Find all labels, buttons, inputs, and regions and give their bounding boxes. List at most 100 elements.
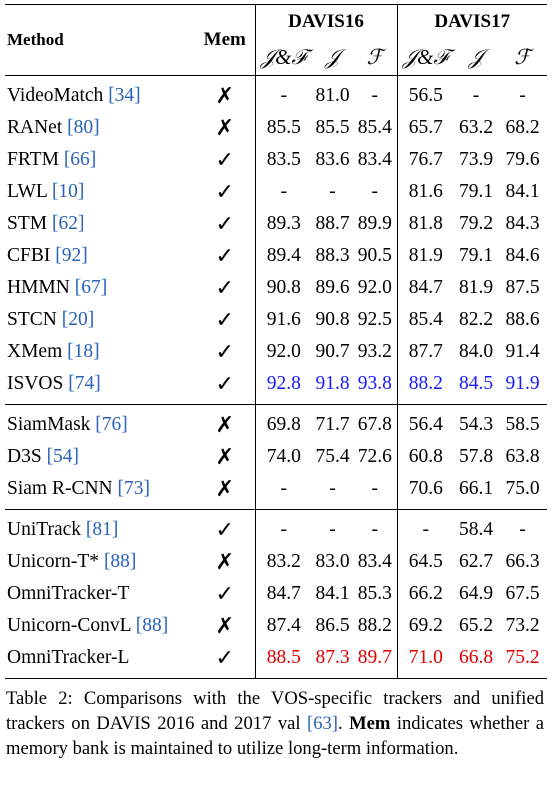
table-row: SiamMask [76] ✗ 69.8 71.7 67.8 56.4 54.3 58.5 bbox=[5, 404, 548, 441]
table-row: HMMN [67] ✓ 90.8 89.6 92.0 84.7 81.9 87.5 bbox=[5, 272, 547, 304]
header-davis17: DAVIS17 bbox=[397, 4, 548, 39]
d17-value-cell: 82.2 bbox=[458, 309, 494, 330]
d16-value-cell: - bbox=[329, 478, 336, 499]
d17-value-cell: 84.0 bbox=[458, 341, 494, 362]
d16-value-cell: 90.5 bbox=[353, 240, 398, 272]
d17-value-cell: 73.2 bbox=[505, 615, 540, 636]
mem-cell: ✗ bbox=[195, 610, 256, 642]
method-ref[interactable]: [81] bbox=[85, 519, 119, 540]
d17-value-cell: 84.6 bbox=[505, 245, 540, 266]
d16-value-cell: 88.7 bbox=[315, 213, 350, 234]
cross-icon: ✗ bbox=[215, 412, 234, 437]
d16-value-cell: 90.8 bbox=[315, 309, 350, 330]
d17-value-cell: 81.6 bbox=[408, 181, 443, 202]
d17-value-cell: 84.1 bbox=[505, 181, 540, 202]
table-row: UniTrack [81] ✓ - - - -58.4- bbox=[5, 509, 548, 546]
cross-icon: ✗ bbox=[215, 115, 234, 140]
d17-value-cell: 63.2 bbox=[458, 117, 494, 138]
d16-value-cell: 92.8 bbox=[266, 373, 301, 394]
method-cell: FRTM [66] bbox=[5, 144, 195, 176]
method-name: HMMN bbox=[7, 277, 75, 298]
method-name: CFBI bbox=[7, 245, 56, 266]
method-cell: VideoMatch [34] bbox=[5, 75, 195, 112]
d17-value-cell: - bbox=[498, 75, 548, 112]
d17-value-cell: 70.6 bbox=[408, 478, 443, 499]
method-name: Siam R-CNN bbox=[7, 478, 118, 499]
method-cell: OmniTracker-L bbox=[5, 642, 195, 679]
d17-value-cell: 79.2 bbox=[458, 213, 494, 234]
method-ref[interactable]: [80] bbox=[67, 117, 100, 138]
caption-middle: . bbox=[337, 713, 350, 734]
d16-value-cell: 81.0 bbox=[312, 75, 353, 112]
mem-cell: ✗ bbox=[195, 112, 256, 144]
mem-cell: ✗ bbox=[195, 404, 256, 441]
method-ref[interactable]: [74] bbox=[68, 373, 101, 394]
method-ref[interactable]: [73] bbox=[117, 478, 151, 499]
mem-cell: ✓ bbox=[195, 642, 256, 679]
method-cell: Siam R-CNN [73] bbox=[5, 473, 195, 510]
header-mem: Mem bbox=[195, 4, 256, 76]
d17-value-cell: - bbox=[498, 509, 548, 546]
header-d17-jf: 𝒥&ℱ bbox=[402, 44, 449, 69]
method-ref[interactable]: [76] bbox=[95, 414, 128, 435]
d16-value-cell: - bbox=[255, 75, 312, 112]
method-ref[interactable]: [34] bbox=[108, 85, 141, 106]
table-row: STM [62] ✓ 89.3 88.7 89.9 81.8 79.2 84.3 bbox=[5, 208, 547, 240]
cross-icon: ✗ bbox=[215, 476, 234, 501]
d17-value-cell: 64.9 bbox=[458, 583, 494, 604]
mem-cell: ✓ bbox=[195, 304, 256, 336]
table-row: OmniTracker-L ✓ 88.5 87.3 89.7 71.0 66.8 75.2 bbox=[5, 642, 548, 679]
method-name: STM bbox=[7, 213, 52, 234]
d17-value-cell: 65.2 bbox=[458, 615, 494, 636]
d16-value-cell: - bbox=[353, 473, 398, 510]
header-d16-j: 𝒥 bbox=[325, 44, 340, 69]
method-ref[interactable]: [66] bbox=[63, 149, 97, 170]
d16-value-cell: 84.1 bbox=[315, 583, 350, 604]
d16-value-cell: - bbox=[255, 509, 312, 546]
d17-value-cell: 66.1 bbox=[458, 478, 494, 499]
method-ref[interactable]: [67] bbox=[74, 277, 108, 298]
d16-value-cell: 93.2 bbox=[353, 336, 398, 368]
d16-value-cell: 86.5 bbox=[315, 615, 350, 636]
d16-value-cell: 72.6 bbox=[353, 441, 398, 473]
checkmark-icon: ✓ bbox=[215, 645, 234, 670]
d16-value-cell: 92.0 bbox=[353, 272, 398, 304]
method-ref[interactable]: [20] bbox=[61, 309, 95, 330]
method-ref[interactable]: [88] bbox=[135, 615, 169, 636]
table-row: ISVOS [74] ✓ 92.8 91.8 93.8 88.2 84.5 91.9 bbox=[5, 368, 547, 405]
d17-value-cell: 84.3 bbox=[505, 213, 540, 234]
method-name: FRTM bbox=[7, 149, 64, 170]
mem-cell: ✓ bbox=[195, 368, 256, 405]
table-row: XMem [18] ✓ 92.0 90.7 93.2 87.7 84.0 91.4 bbox=[5, 336, 547, 368]
checkmark-icon: ✓ bbox=[215, 243, 234, 268]
d17-value-cell: 88.2 bbox=[408, 373, 443, 394]
method-name: Unicorn-T* bbox=[7, 551, 104, 572]
d16-value-cell: 90.7 bbox=[315, 341, 350, 362]
cross-icon: ✗ bbox=[215, 613, 234, 638]
table-row: VideoMatch [34] ✗ -81.0-56.5- - bbox=[5, 75, 548, 112]
header-davis16: DAVIS16 bbox=[255, 4, 398, 39]
d17-value-cell: 91.4 bbox=[505, 341, 540, 362]
d16-value-cell: - bbox=[312, 509, 353, 546]
d16-value-cell: 85.5 bbox=[315, 117, 350, 138]
method-cell: SiamMask [76] bbox=[5, 404, 195, 441]
d17-value-cell: 75.0 bbox=[505, 478, 540, 499]
d16-value-cell: 71.7 bbox=[312, 404, 353, 441]
header-method: Method bbox=[5, 4, 195, 76]
d16-value-cell: 89.9 bbox=[353, 208, 398, 240]
method-ref[interactable]: [92] bbox=[55, 245, 88, 266]
method-cell: XMem [18] bbox=[5, 336, 195, 368]
method-ref[interactable]: [18] bbox=[67, 341, 100, 362]
caption-ref[interactable]: [63] bbox=[307, 713, 338, 734]
method-ref[interactable]: [54] bbox=[46, 446, 80, 467]
table-row: Unicorn-T* [88] ✗ 83.2 83.0 83.4 64.5 62.7 66.3 bbox=[5, 546, 547, 578]
table-row: CFBI [92] ✓ 89.4 88.3 90.5 81.9 79.1 84.6 bbox=[5, 240, 547, 272]
mem-cell: ✓ bbox=[195, 272, 256, 304]
d16-value-cell: 87.4 bbox=[266, 615, 301, 636]
method-ref[interactable]: [88] bbox=[103, 551, 137, 572]
d17-value-cell: 87.7 bbox=[408, 341, 443, 362]
d16-value-cell: 67.8 bbox=[353, 404, 398, 441]
d16-value-cell: 89.3 bbox=[266, 213, 301, 234]
method-ref[interactable]: [62] bbox=[51, 213, 85, 234]
method-ref[interactable]: [10] bbox=[51, 181, 85, 202]
